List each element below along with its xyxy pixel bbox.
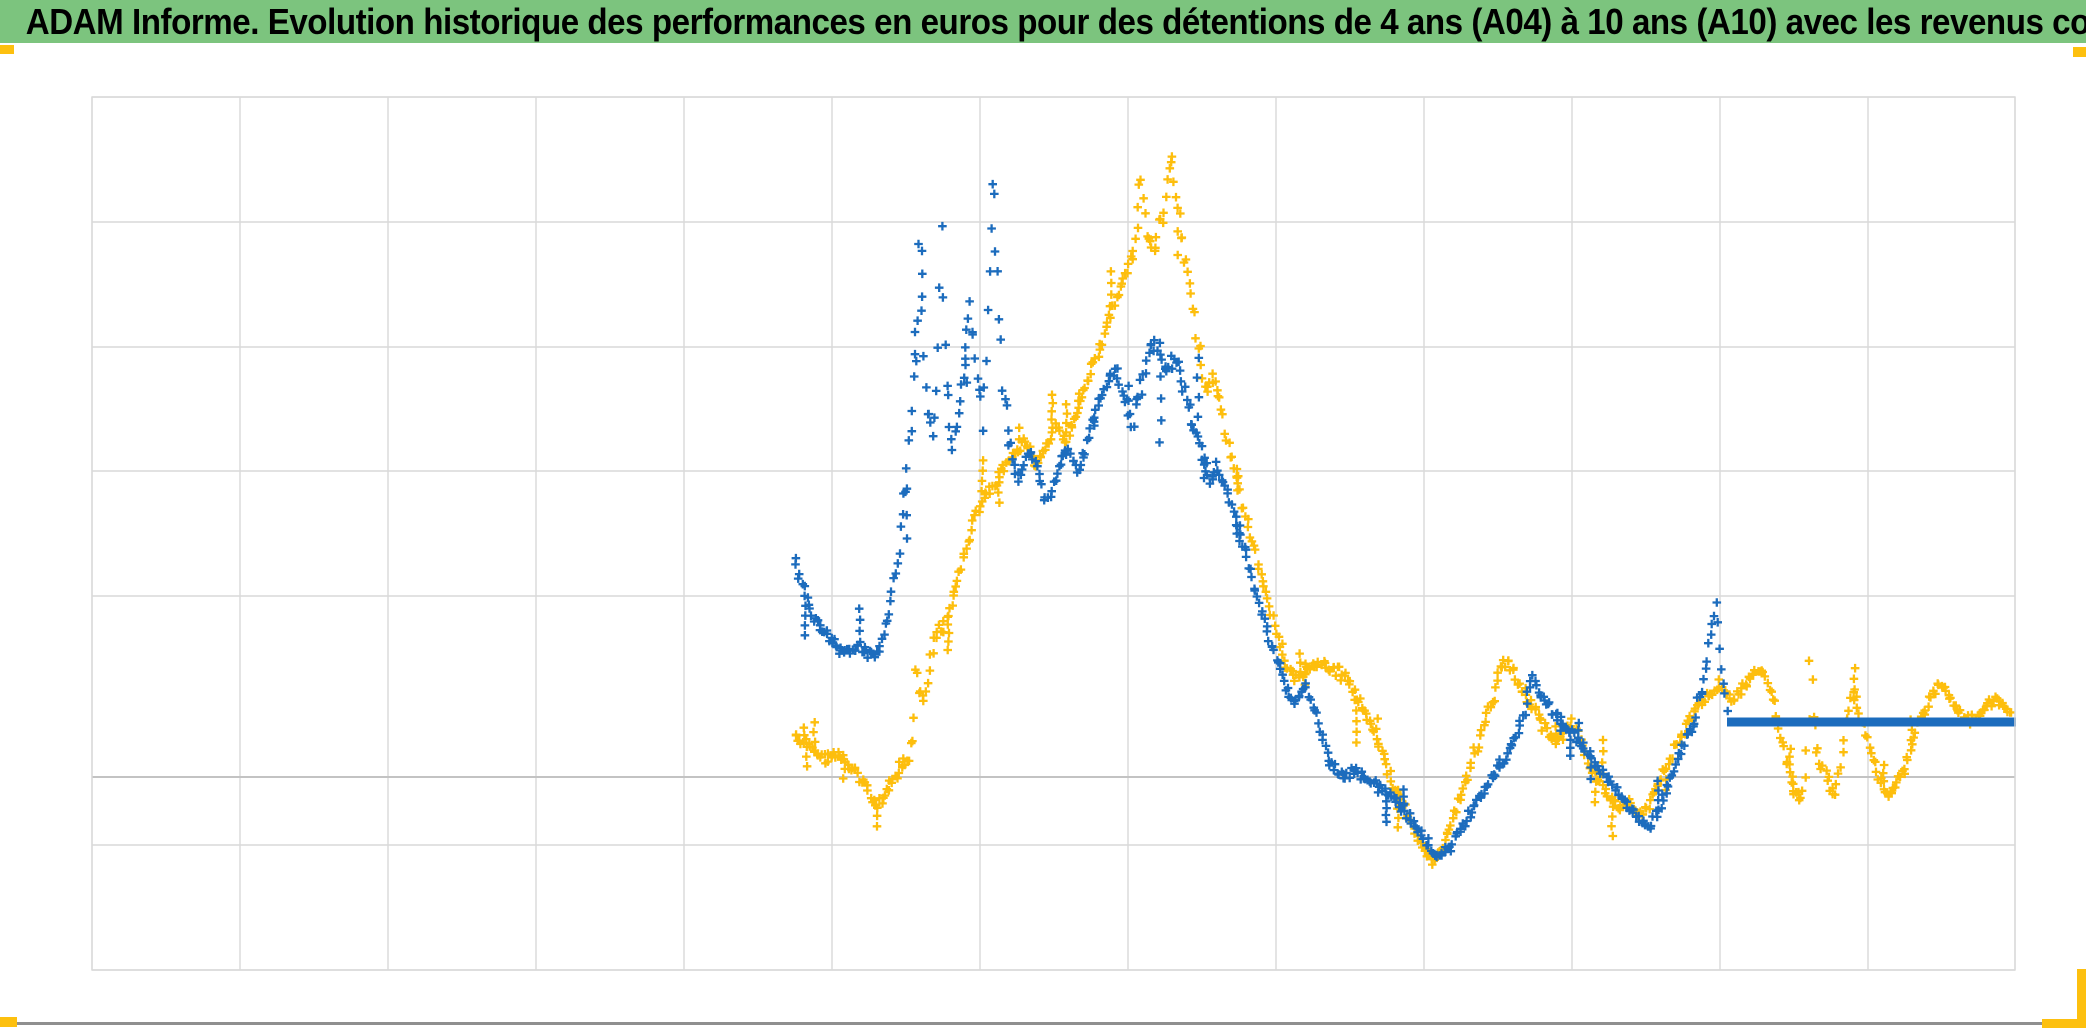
chart-title: ADAM Informe. Evolution historique des p…: [25, 0, 2086, 42]
top-right-accent-mark: [2073, 47, 2086, 57]
bottom-right-accent-vertical-mark: [2077, 969, 2086, 1028]
gridlines: [91, 96, 2016, 971]
top-left-accent-mark: [0, 45, 14, 54]
plot-border: [91, 96, 2016, 971]
flat-performance-line: [1727, 717, 2016, 727]
series-yellow-series: [791, 152, 2016, 869]
bottom-right-accent-horizontal-mark: [2042, 1019, 2086, 1028]
bottom-left-accent-mark: [0, 1017, 17, 1027]
bottom-divider-line: [0, 1022, 2086, 1025]
title-bar: ADAM Informe. Evolution historique des p…: [0, 0, 2086, 43]
series-blue-series: [791, 179, 1732, 862]
